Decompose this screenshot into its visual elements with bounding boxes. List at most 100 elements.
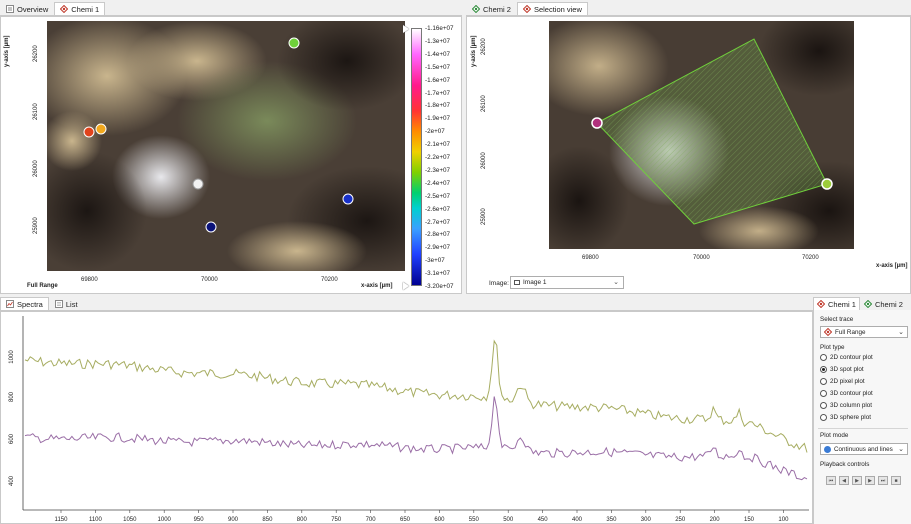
radio-label: 3D column plot (830, 402, 872, 409)
chevron-down-icon: ⌄ (898, 329, 904, 336)
selection-vertex-handle[interactable] (591, 117, 603, 129)
spectra-y-ticks: 1000 800 600 400 (9, 350, 15, 486)
spectra-y-tick-label: 600 (9, 433, 15, 444)
radio-button[interactable] (820, 390, 827, 397)
radio-button[interactable] (820, 354, 827, 361)
colorbar-tick-label: -2.8e+07 (425, 231, 451, 239)
plot-mode-value: Continuous and lines (834, 445, 893, 453)
y-tick: 26100 (481, 95, 487, 112)
playback-prev-button[interactable]: ◀ (839, 476, 849, 485)
spectra-chart[interactable]: 1150 1100 1050 1000 950 900 850 800 750 700 650 600… (1, 312, 812, 523)
tab-controls-chemi-2[interactable]: Chemi 2 (860, 297, 907, 310)
spectra-x-tick-label: 500 (503, 517, 514, 523)
tab-overview-label: Overview (17, 4, 49, 14)
plot-mode-dropdown[interactable]: Continuous and lines ⌄ (820, 443, 908, 455)
colorbar-bottom-handle[interactable] (403, 282, 409, 290)
radio-3d-column[interactable]: 3D column plot (820, 402, 872, 409)
spectrum-line[interactable] (24, 396, 808, 481)
white-marker[interactable] (192, 178, 204, 190)
x-tick: 70000 (693, 255, 710, 261)
y-tick: 26200 (33, 45, 39, 62)
tab-controls-chemi-1[interactable]: Chemi 1 (813, 297, 860, 310)
tab-controls-chemi-2-label: Chemi 2 (874, 299, 903, 309)
orange-marker[interactable] (95, 123, 107, 135)
colorbar-tick-label: -3e+07 (425, 257, 445, 265)
chemi-icon (824, 328, 832, 336)
x-tick: 70200 (321, 277, 338, 283)
playback-stop-button[interactable]: ■ (891, 476, 901, 485)
tab-selection-view[interactable]: Selection view (516, 2, 588, 15)
playback-first-button[interactable]: ⏮ (826, 476, 836, 485)
x-axis-label: x-axis [µm] (876, 263, 908, 269)
x-tick: 70000 (201, 277, 218, 283)
tab-spectra[interactable]: Spectra (0, 297, 49, 310)
image-select-value: Image 1 (523, 279, 547, 286)
select-trace-label: Select trace (820, 316, 854, 323)
spectra-y-tick-label: 400 (9, 475, 15, 486)
radio-3d-spot[interactable]: 3D spot plot (820, 366, 864, 373)
selection-view-image[interactable] (549, 21, 854, 249)
radio-button[interactable] (820, 378, 827, 385)
divider (818, 428, 908, 429)
image-icon (514, 280, 520, 285)
spectra-x-tick-label: 900 (228, 517, 239, 523)
colorbar-tick-label: -2.5e+07 (425, 192, 451, 200)
radio-button[interactable] (820, 366, 827, 373)
colorbar-top-handle[interactable] (403, 25, 409, 33)
controls-tabbar: Chemi 1 Chemi 2 (813, 297, 911, 311)
spectra-x-tick-label: 600 (434, 517, 445, 523)
select-trace-dropdown[interactable]: Full Range ⌄ (820, 326, 908, 338)
green-marker[interactable] (288, 37, 300, 49)
chemi-icon (60, 5, 69, 13)
colorbar-tick-label: -1.9e+07 (425, 115, 451, 123)
spectra-tabbar: Spectra List (0, 297, 813, 311)
colorbar[interactable] (411, 28, 422, 286)
microscope-image[interactable] (47, 21, 405, 271)
playback-play-button[interactable]: ▶ (852, 476, 862, 485)
radio-2d-pixel[interactable]: 2D pixel plot (820, 378, 865, 385)
top-left-tabbar: Overview Chemi 1 (0, 2, 462, 16)
spectra-icon (6, 300, 14, 308)
top-right-tabbar: Chemi 2 Selection view (466, 2, 911, 16)
playback-last-button[interactable]: ⏭ (878, 476, 888, 485)
plot-type-label: Plot type (820, 344, 845, 351)
spectrum-line[interactable] (24, 339, 808, 453)
full-range-label: Full Range (27, 283, 58, 289)
radio-label: 3D contour plot (830, 390, 873, 397)
tab-chemi-2-label: Chemi 2 (483, 4, 511, 14)
navy-marker[interactable] (205, 221, 217, 233)
plot-mode-label: Plot mode (820, 432, 849, 439)
radio-2d-contour[interactable]: 2D contour plot (820, 354, 873, 361)
tab-overview[interactable]: Overview (0, 2, 54, 15)
spectra-y-tick-label: 1000 (9, 350, 15, 364)
chevron-down-icon: ⌄ (898, 446, 904, 453)
spectra-x-tick-label: 650 (400, 517, 411, 523)
radio-button[interactable] (820, 402, 827, 409)
radio-button[interactable] (820, 414, 827, 421)
tab-list[interactable]: List (49, 297, 84, 310)
y-tick: 25900 (481, 208, 487, 225)
image-select[interactable]: Image 1 ⌄ (510, 276, 624, 289)
colorbar-tick-label: -1.3e+07 (425, 37, 451, 45)
spectra-x-tick-label: 1050 (123, 517, 137, 523)
radio-3d-contour[interactable]: 3D contour plot (820, 390, 873, 397)
plot-mode-icon (824, 445, 831, 453)
tab-list-label: List (65, 299, 78, 309)
x-tick: 69800 (582, 255, 599, 261)
tab-chemi-2[interactable]: Chemi 2 (466, 2, 517, 15)
y-tick: 26100 (33, 103, 39, 120)
selection-vertex-handle[interactable] (821, 178, 833, 190)
red-marker[interactable] (83, 126, 95, 138)
tab-selection-view-label: Selection view (533, 4, 582, 14)
playback-next-button[interactable]: ▶ (865, 476, 875, 485)
tab-chemi-1[interactable]: Chemi 1 (54, 2, 106, 15)
list-icon (54, 300, 63, 308)
chemi-icon (817, 300, 825, 308)
radio-3d-sphere[interactable]: 3D sphere plot (820, 414, 871, 421)
colorbar-tick-label: -1.8e+07 (425, 102, 451, 110)
spectra-x-tick-label: 550 (469, 517, 480, 523)
spectra-x-ticks: 1150 1100 1050 1000 950 900 850 800 750 700 650 600… (55, 510, 789, 523)
colorbar-tick-label: -2.7e+07 (425, 218, 451, 226)
controls-panel: Select trace Full Range ⌄ Plot type 2D c… (813, 310, 911, 524)
blue-marker[interactable] (342, 193, 354, 205)
